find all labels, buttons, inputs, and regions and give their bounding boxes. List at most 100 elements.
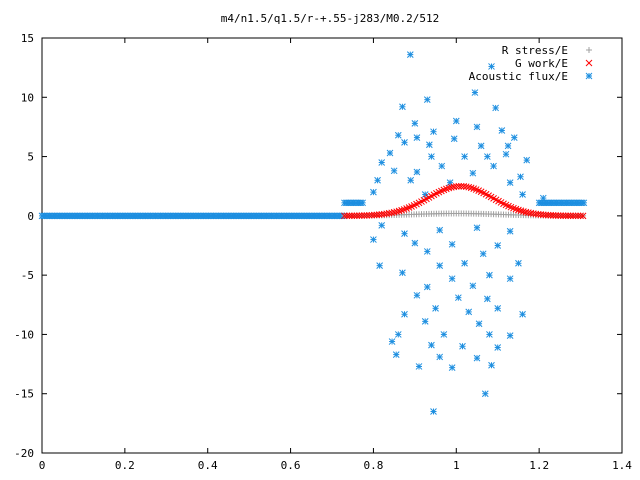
acoustic-flux-point <box>436 262 444 270</box>
acoustic-flux-point <box>386 149 394 157</box>
acoustic-flux-point <box>452 117 460 125</box>
g-work-point <box>467 184 475 192</box>
acoustic-flux-point <box>423 96 431 104</box>
acoustic-flux-point <box>430 128 437 136</box>
g-work-point <box>569 212 577 220</box>
g-work-point <box>557 212 565 219</box>
y-tick-label: 0 <box>27 210 34 223</box>
g-work-point <box>544 211 552 219</box>
acoustic-flux-point <box>469 169 477 177</box>
acoustic-flux-point <box>399 103 406 111</box>
g-work-point <box>346 212 353 220</box>
acoustic-flux-point <box>359 199 367 207</box>
g-work-point <box>520 208 527 215</box>
y-axis: 15 10 5 0 -5 -10 -15 -20 <box>14 32 622 460</box>
acoustic-flux-point <box>436 226 444 234</box>
acoustic-flux-point <box>415 363 423 370</box>
acoustic-flux-point <box>473 354 481 362</box>
g-work-point <box>341 212 348 220</box>
x-tick-label: 0.4 <box>198 459 218 472</box>
g-work-point <box>363 212 371 219</box>
acoustic-flux-point <box>423 283 431 291</box>
g-work-point <box>564 212 572 220</box>
acoustic-flux-point <box>510 134 518 141</box>
acoustic-flux-series <box>38 51 588 415</box>
acoustic-flux-point <box>461 259 468 267</box>
legend-marker <box>585 59 593 67</box>
acoustic-flux-point <box>428 341 435 349</box>
acoustic-flux-point <box>494 304 502 312</box>
acoustic-flux-point <box>473 123 481 131</box>
acoustic-flux-point <box>539 194 547 202</box>
acoustic-flux-point <box>502 150 510 158</box>
g-work-point <box>353 212 361 220</box>
g-work-point <box>567 212 574 220</box>
acoustic-flux-point <box>370 188 377 196</box>
acoustic-flux-point <box>370 236 377 243</box>
acoustic-flux-point <box>486 271 493 279</box>
acoustic-flux-point <box>390 167 398 175</box>
g-work-point <box>355 212 363 219</box>
acoustic-flux-point <box>411 120 419 127</box>
g-work-point <box>579 212 587 220</box>
acoustic-flux-point <box>580 199 588 207</box>
acoustic-flux-point <box>392 351 400 358</box>
acoustic-flux-point <box>473 224 481 232</box>
acoustic-flux-point <box>411 239 419 247</box>
acoustic-flux-point <box>506 227 514 235</box>
acoustic-flux-point <box>461 153 468 160</box>
g-work-point <box>395 207 403 215</box>
acoustic-flux-point <box>484 295 491 303</box>
acoustic-flux-point <box>394 331 402 338</box>
acoustic-flux-point <box>413 168 421 176</box>
acoustic-flux-point <box>486 331 493 338</box>
acoustic-flux-point <box>448 240 456 248</box>
g-work-series <box>341 182 587 220</box>
y-tick-label: -10 <box>14 328 34 341</box>
acoustic-flux-point <box>432 304 439 312</box>
acoustic-flux-point <box>517 173 524 181</box>
series-layer <box>38 51 588 415</box>
g-work-point <box>552 212 560 219</box>
acoustic-flux-point <box>506 275 514 283</box>
g-work-point <box>388 209 396 217</box>
g-work-point <box>445 184 453 192</box>
g-work-point <box>452 183 460 190</box>
acoustic-flux-point <box>399 269 406 277</box>
acoustic-flux-point <box>515 259 522 267</box>
plot-frame <box>41 37 623 454</box>
acoustic-flux-point <box>440 331 448 338</box>
x-tick-label: 1.4 <box>612 459 632 472</box>
g-work-point <box>343 212 351 220</box>
acoustic-flux-point <box>484 153 491 160</box>
acoustic-flux-point <box>394 131 402 139</box>
y-tick-label: 10 <box>21 91 34 104</box>
legend-label: G work/E <box>515 57 568 70</box>
acoustic-flux-point <box>436 353 444 361</box>
y-tick-label: 15 <box>21 32 34 45</box>
acoustic-flux-point <box>504 142 512 150</box>
x-tick-label: 1 <box>453 459 460 472</box>
acoustic-flux-point <box>423 248 431 255</box>
acoustic-flux-point <box>490 162 497 170</box>
g-work-point <box>360 212 368 219</box>
g-work-point <box>574 212 582 220</box>
acoustic-flux-point <box>519 310 526 318</box>
g-work-point <box>577 212 584 220</box>
g-work-point <box>358 212 366 219</box>
acoustic-flux-point <box>413 134 421 141</box>
g-work-point <box>390 208 398 216</box>
y-tick-label: -5 <box>21 269 34 282</box>
g-work-point <box>559 212 567 220</box>
acoustic-flux-point <box>378 159 386 166</box>
acoustic-flux-point <box>401 310 408 318</box>
x-tick-label: 0.6 <box>281 459 301 472</box>
legend-marker <box>586 47 592 53</box>
acoustic-flux-point <box>448 275 456 283</box>
acoustic-flux-point <box>450 135 458 143</box>
g-work-point <box>462 183 470 191</box>
x-tick-label: 0 <box>39 459 46 472</box>
acoustic-flux-point <box>523 156 531 164</box>
